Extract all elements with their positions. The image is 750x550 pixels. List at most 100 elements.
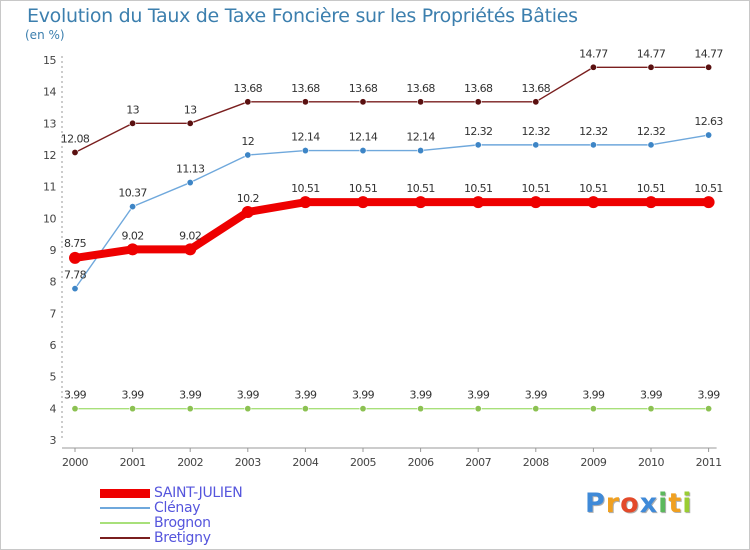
series-line-bretigny [74,66,710,154]
y-tick-label: 14 [43,86,56,99]
legend-item: Clénay [100,500,201,516]
data-point [474,405,482,413]
data-label: 3.99 [352,389,375,402]
legend-label: Bretigny [154,530,211,546]
y-tick-label: 15 [43,54,56,67]
y-tick-label: 3 [50,434,57,447]
x-tick-label: 2004 [292,456,318,469]
x-tick-label: 2002 [177,456,203,469]
data-label: 12.32 [464,125,493,138]
data-point [587,196,600,209]
x-tick-label: 2007 [465,456,491,469]
data-point [417,405,425,413]
data-label: 3.99 [294,389,317,402]
legend-item: Brognon [100,515,211,531]
data-label: 9.02 [179,229,201,242]
y-tick-label: 11 [43,181,56,194]
data-point [472,196,485,209]
data-point [589,63,597,71]
data-label: 10.37 [118,187,147,200]
series-line-clénay [74,134,710,290]
data-point [186,119,194,127]
data-label: 12.14 [291,131,320,144]
logo-letter: i [682,488,693,519]
data-label: 10.51 [349,182,378,195]
data-label: 12.14 [349,131,378,144]
data-label: 13.68 [464,82,493,95]
data-label: 3.99 [582,389,605,402]
data-point [359,405,367,413]
data-point [532,405,540,413]
data-point [71,405,79,413]
data-point [589,141,597,149]
data-point [705,405,713,413]
data-label: 3.99 [467,389,490,402]
data-label: 3.99 [122,389,145,402]
y-tick-label: 7 [50,307,57,320]
data-point [474,98,482,106]
data-point [529,196,542,209]
data-point [186,405,194,413]
y-tick-label: 4 [50,402,57,415]
data-label: 11.13 [176,163,205,176]
data-point [301,98,309,106]
logo-letter: r [605,488,621,519]
data-label: 12.32 [637,125,666,138]
data-point [129,119,137,127]
legend-swatch [100,507,150,509]
data-point [532,141,540,149]
chart-title: Evolution du Taux de Taxe Foncière sur l… [27,5,578,27]
data-point [705,131,713,139]
data-point [244,405,252,413]
data-point [647,63,655,71]
y-axis-unit: (en %) [25,28,65,42]
y-tick-label: 5 [50,371,57,384]
data-label: 10.51 [694,182,723,195]
data-point [359,147,367,155]
logo-letter: P [585,488,606,519]
legend-swatch [100,488,150,498]
legend-swatch [100,537,150,539]
x-tick-label: 2009 [580,456,606,469]
data-label: 13 [184,103,197,116]
legend-label: Brognon [154,515,211,531]
logo-letter: o [620,488,640,519]
x-tick-label: 2003 [235,456,261,469]
data-label: 8.75 [64,237,87,250]
data-label: 13.68 [349,82,378,95]
data-point [359,98,367,106]
data-label: 12.14 [406,131,435,144]
data-label: 7.78 [64,269,87,282]
data-label: 12.32 [579,125,608,138]
legend-item: SAINT-JULIEN [100,485,243,501]
data-point [414,196,427,209]
data-point [532,98,540,106]
x-tick-label: 2010 [638,456,664,469]
data-label: 10.51 [406,182,435,195]
logo-letter: t [668,488,683,519]
logo-letter: i [658,488,669,519]
data-point [705,63,713,71]
data-label: 3.99 [179,389,202,402]
y-tick-label: 10 [43,212,56,225]
x-tick-label: 2001 [120,456,146,469]
data-label: 12.08 [61,132,90,145]
data-label: 3.99 [410,389,433,402]
data-point [301,147,309,155]
data-label: 10.2 [237,192,259,205]
proxiti-logo: Proxiti [585,488,693,519]
data-point [474,141,482,149]
data-point [301,405,309,413]
data-point [129,405,137,413]
data-point [702,196,715,209]
data-point [186,179,194,187]
data-point [645,196,657,209]
data-label: 13.68 [291,82,320,95]
y-tick-label: 13 [43,117,56,130]
data-point [244,151,252,159]
legend-swatch [100,522,150,524]
data-point [129,203,137,211]
x-tick-label: 2008 [523,456,549,469]
